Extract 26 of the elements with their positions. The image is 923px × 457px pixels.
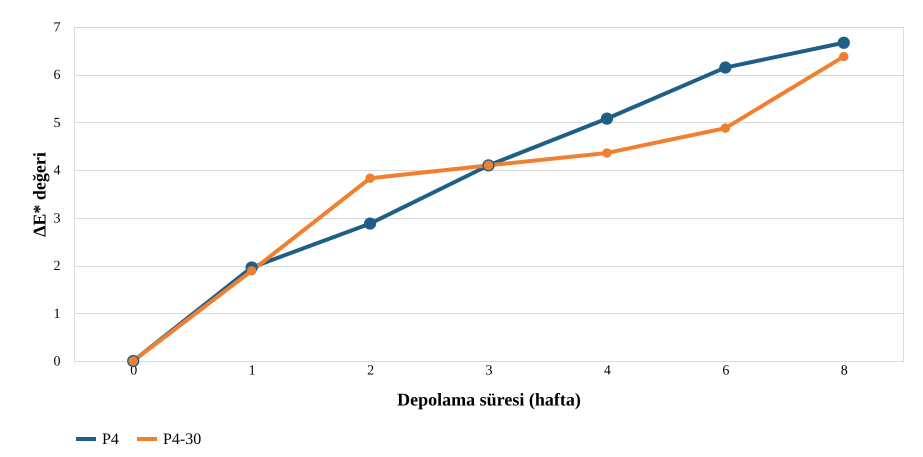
point [365,174,375,183]
y-axis-title: ΔE* değeri [30,152,50,237]
legend-label: P4 [102,431,119,448]
y-tick-label: 2 [54,259,60,274]
x-tick-label: 2 [367,364,374,378]
point [719,61,732,74]
point [720,123,730,133]
y-tick-label: 1 [54,306,60,322]
point [246,266,256,276]
x-tick-label: 1 [248,364,256,378]
x-tick-label: 3 [486,364,492,378]
legend-label: P4-30 [163,431,202,448]
x-axis-title: Depolama süresi (hafta) [397,390,581,410]
y-tick-label: 7 [54,20,60,36]
point [838,36,850,49]
point [839,52,849,62]
x-tick-label: 8 [840,364,848,378]
point [602,148,612,158]
x-tick-label: 4 [604,364,611,378]
y-tick-label: 5 [54,116,60,131]
y-tick-label: 6 [54,68,60,84]
y-tick-label: 3 [54,211,60,226]
point [364,217,376,230]
point [600,112,614,125]
x-tick-label: 6 [722,364,730,378]
y-tick-label: 4 [54,164,60,179]
